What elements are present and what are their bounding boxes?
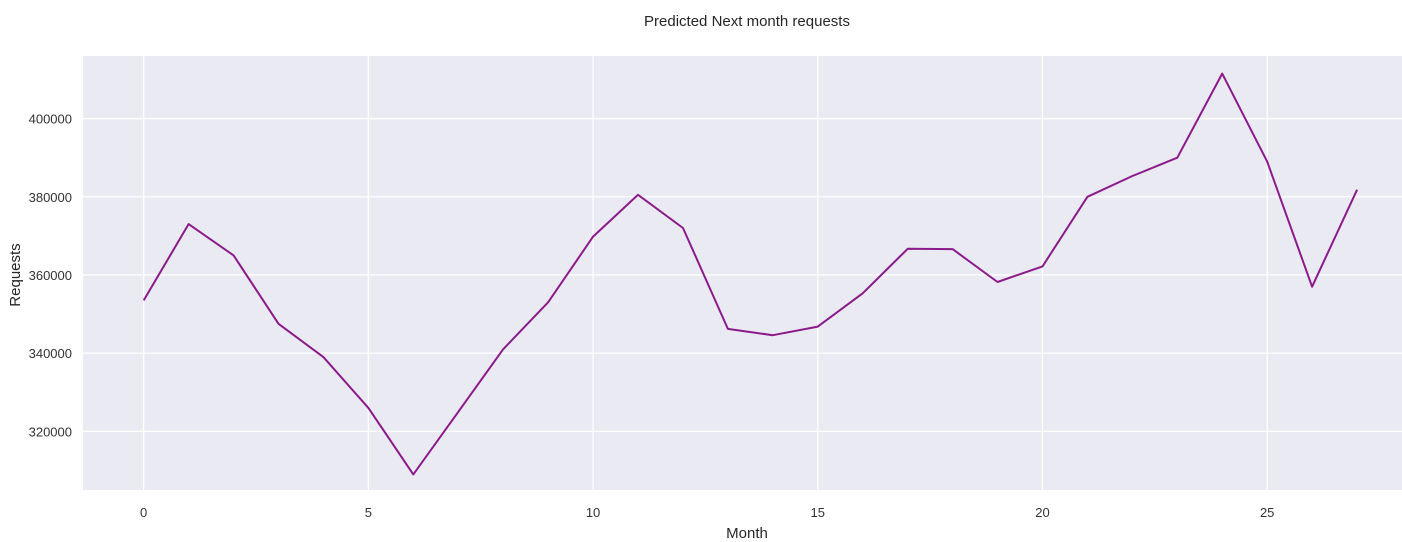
- chart-title: Predicted Next month requests: [644, 13, 850, 30]
- data-point: [815, 324, 820, 329]
- data-point: [591, 234, 596, 239]
- y-tick-label: 360000: [29, 268, 72, 283]
- data-point: [1130, 174, 1135, 179]
- data-point: [141, 298, 146, 303]
- data-point: [860, 291, 865, 296]
- x-tick-label: 10: [586, 505, 600, 520]
- data-point: [546, 300, 551, 305]
- data-point: [1220, 71, 1225, 76]
- data-point: [905, 246, 910, 251]
- y-axis-title: Requests: [7, 243, 24, 306]
- x-tick-label: 15: [811, 505, 825, 520]
- y-tick-label: 340000: [29, 346, 72, 361]
- data-point: [366, 405, 371, 410]
- x-tick-label: 5: [365, 505, 372, 520]
- data-point: [186, 222, 191, 227]
- x-tick-label: 25: [1260, 505, 1274, 520]
- x-tick-label: 20: [1035, 505, 1049, 520]
- data-point: [1040, 264, 1045, 269]
- data-point: [501, 347, 506, 352]
- data-point: [231, 253, 236, 258]
- data-point: [725, 326, 730, 331]
- data-point: [1355, 187, 1360, 192]
- data-point: [636, 192, 641, 197]
- data-point: [995, 279, 1000, 284]
- data-point: [770, 333, 775, 338]
- y-tick-label: 380000: [29, 190, 72, 205]
- data-point: [456, 409, 461, 414]
- x-axis-ticks: 0 5 10 15 20 25: [140, 505, 1274, 520]
- x-tick-label: 0: [140, 505, 147, 520]
- data-point: [1310, 284, 1315, 289]
- data-point: [1265, 159, 1270, 164]
- y-tick-label: 320000: [29, 424, 72, 439]
- grid-lines: [83, 56, 1402, 490]
- data-point: [680, 226, 685, 231]
- y-tick-label: 400000: [29, 112, 72, 127]
- x-axis-title: Month: [726, 525, 768, 542]
- data-point: [276, 321, 281, 326]
- data-point: [411, 472, 416, 477]
- data-point: [1085, 194, 1090, 199]
- data-point: [950, 247, 955, 252]
- plot-area: [83, 56, 1402, 490]
- y-axis-ticks: 320000 340000 360000 380000 400000: [29, 112, 72, 440]
- series-layer: [141, 71, 1360, 477]
- series-line: [142, 72, 1359, 476]
- data-point: [321, 355, 326, 360]
- data-point: [1175, 155, 1180, 160]
